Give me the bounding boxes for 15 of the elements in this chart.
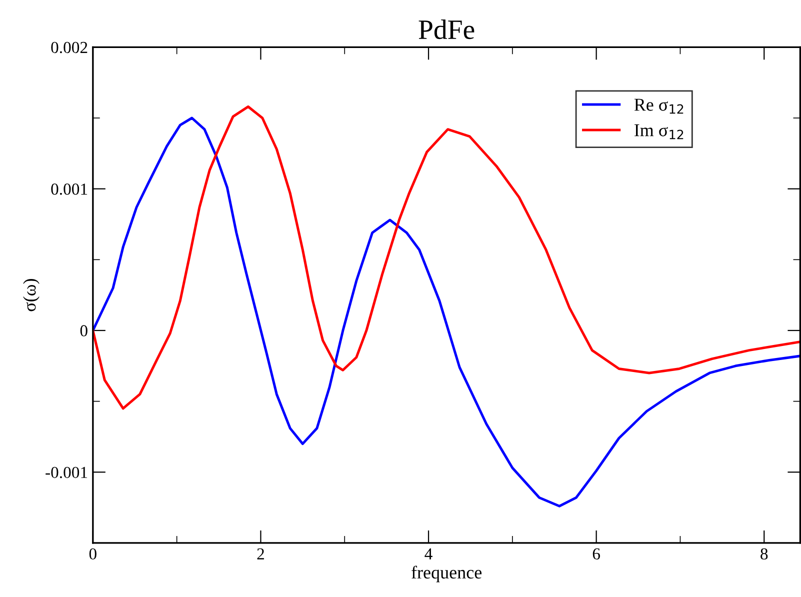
y-tick-label: 0.001 — [51, 184, 88, 195]
legend-label: Im σ$_{12}$ — [634, 124, 684, 140]
x-axis-title: frequence — [412, 566, 482, 582]
x-tick-label: 2 — [257, 548, 264, 560]
x-tick-label: 8 — [760, 548, 768, 560]
line-series — [92, 116, 800, 508]
x-tick-label: 0 — [89, 548, 96, 560]
chart-title: PdFe — [418, 20, 474, 40]
x-tick-label: 6 — [592, 548, 600, 560]
y-tick-label: 0.002 — [51, 42, 88, 54]
y-axis-title: σ(ω) — [23, 279, 40, 312]
y-tick-label: -0.001 — [46, 466, 88, 478]
y-tick-label: 0 — [80, 325, 88, 336]
legend-label: Re σ$_{12}$ — [634, 98, 684, 114]
x-tick-label: 4 — [424, 548, 432, 560]
